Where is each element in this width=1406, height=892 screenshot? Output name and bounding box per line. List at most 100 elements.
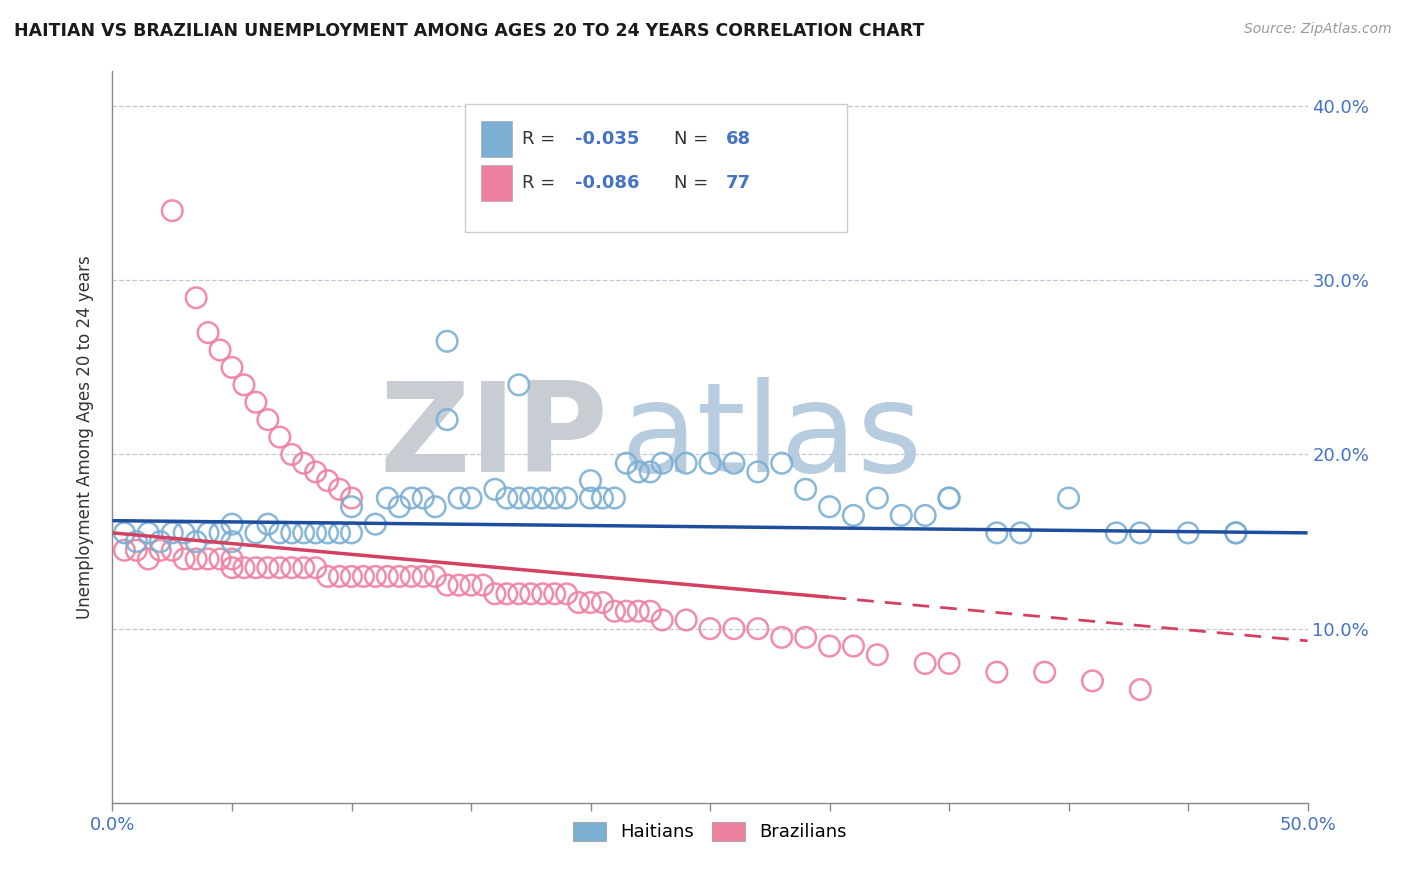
Point [568, 595, 591, 609]
Point [472, 578, 495, 592]
Point [842, 508, 865, 523]
Point [675, 456, 697, 470]
Point [209, 552, 232, 566]
Point [292, 456, 315, 470]
Point [329, 525, 352, 540]
Point [627, 604, 650, 618]
Text: N =: N = [675, 130, 714, 148]
Point [794, 631, 817, 645]
Point [162, 525, 183, 540]
Point [425, 569, 447, 583]
Text: -0.035: -0.035 [575, 130, 640, 148]
Point [579, 595, 602, 609]
Point [173, 552, 195, 566]
FancyBboxPatch shape [465, 104, 848, 232]
Point [377, 569, 399, 583]
Point [1105, 525, 1128, 540]
Point [173, 525, 195, 540]
Text: Source: ZipAtlas.com: Source: ZipAtlas.com [1244, 22, 1392, 37]
Point [818, 639, 841, 653]
Point [520, 587, 543, 601]
Point [257, 412, 280, 426]
Point [986, 525, 1008, 540]
Point [627, 465, 650, 479]
Point [1225, 525, 1247, 540]
Point [866, 491, 889, 505]
Point [592, 595, 614, 609]
Point [460, 578, 482, 592]
Point [138, 552, 160, 566]
Point [257, 560, 280, 574]
Point [1177, 525, 1199, 540]
Point [508, 587, 530, 601]
Point [1225, 525, 1247, 540]
Point [508, 491, 530, 505]
Point [770, 456, 793, 470]
Point [1129, 682, 1152, 697]
Point [531, 491, 554, 505]
Point [938, 491, 960, 505]
Point [675, 613, 697, 627]
Point [401, 491, 423, 505]
Text: N =: N = [675, 174, 714, 193]
Point [484, 483, 506, 497]
Point [269, 430, 291, 444]
Point [162, 203, 183, 218]
Point [197, 552, 219, 566]
FancyBboxPatch shape [481, 121, 512, 157]
Point [364, 569, 387, 583]
Point [197, 525, 219, 540]
Point [269, 525, 291, 540]
Point [233, 377, 256, 392]
Point [138, 525, 160, 540]
Point [186, 552, 208, 566]
Text: atlas: atlas [620, 376, 922, 498]
Point [447, 578, 470, 592]
Text: -0.086: -0.086 [575, 174, 640, 193]
Point [425, 500, 447, 514]
Point [484, 587, 506, 601]
Point [699, 456, 721, 470]
Point [770, 631, 793, 645]
Legend: Haitians, Brazilians: Haitians, Brazilians [567, 814, 853, 848]
Point [890, 508, 912, 523]
Point [747, 622, 769, 636]
Point [436, 578, 458, 592]
Point [603, 491, 626, 505]
Point [162, 543, 183, 558]
Point [592, 491, 614, 505]
Point [305, 465, 328, 479]
Point [579, 474, 602, 488]
Point [329, 569, 352, 583]
Point [186, 534, 208, 549]
Point [1010, 525, 1032, 540]
Point [794, 483, 817, 497]
Point [651, 456, 673, 470]
Point [316, 474, 339, 488]
Point [377, 491, 399, 505]
Point [866, 648, 889, 662]
Point [436, 334, 458, 349]
Text: 68: 68 [725, 130, 751, 148]
Point [269, 560, 291, 574]
Point [531, 587, 554, 601]
Point [412, 569, 434, 583]
Point [723, 456, 745, 470]
Point [233, 560, 256, 574]
Point [460, 491, 482, 505]
Point [257, 517, 280, 532]
Point [340, 500, 363, 514]
Point [221, 552, 243, 566]
Text: HAITIAN VS BRAZILIAN UNEMPLOYMENT AMONG AGES 20 TO 24 YEARS CORRELATION CHART: HAITIAN VS BRAZILIAN UNEMPLOYMENT AMONG … [14, 22, 924, 40]
Point [640, 604, 662, 618]
Point [221, 360, 243, 375]
Point [197, 326, 219, 340]
Point [281, 560, 304, 574]
Point [388, 569, 411, 583]
Point [938, 657, 960, 671]
Point [388, 500, 411, 514]
Point [149, 534, 172, 549]
Point [340, 569, 363, 583]
Point [125, 543, 148, 558]
Point [496, 587, 519, 601]
